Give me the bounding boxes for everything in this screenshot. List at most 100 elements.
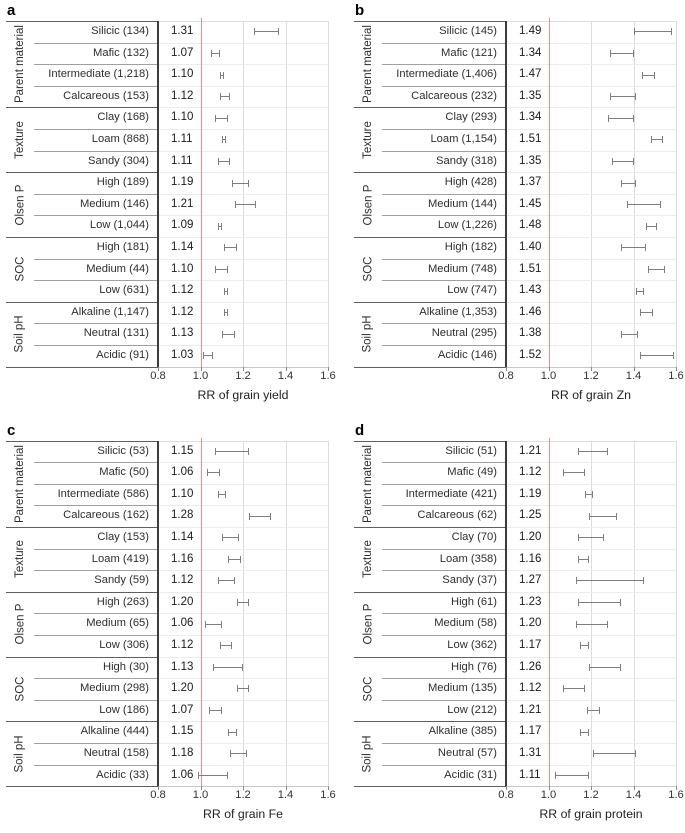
label-area-top-border: [6, 21, 158, 22]
row-line: [506, 85, 676, 87]
error-bar-line: [589, 515, 616, 517]
item-label: Neutral (158): [83, 746, 149, 759]
item-separator-line: [382, 193, 506, 195]
rr-value: 1.13: [171, 327, 194, 340]
rr-value: 1.19: [171, 176, 194, 189]
item-label: Clay (70): [451, 530, 497, 543]
item-label: Loam (868): [91, 133, 149, 145]
item-label: Medium (65): [86, 617, 149, 630]
error-bar: [204, 620, 222, 628]
group-label-text: Texture: [362, 540, 374, 579]
error-bar-line: [235, 204, 255, 206]
panel-letter: d: [355, 421, 365, 439]
error-bar: [642, 71, 655, 79]
error-bar-line: [231, 753, 247, 755]
row-line: [506, 483, 676, 485]
error-bar: [563, 685, 585, 693]
label-plot-divider: [157, 21, 159, 367]
panel-c: c Parent material Silicic (53) 1.15 Mafic (5…: [6, 422, 336, 821]
row-line: [506, 462, 676, 464]
row-line: [158, 85, 328, 87]
error-bar-line: [555, 774, 588, 776]
group-separator-line: [6, 301, 158, 303]
error-bar: [588, 663, 621, 671]
item-label: Intermediate (586): [57, 487, 149, 500]
error-bar: [610, 49, 634, 57]
panel-b: b Parent material Silicic (145) 1.49 Mafic (…: [354, 2, 684, 402]
error-bar: [198, 771, 229, 779]
rr-value: 1.11: [519, 768, 541, 781]
label-area-top-border: [354, 440, 506, 442]
item-separator-line: [382, 699, 506, 701]
item-separator-line: [382, 64, 506, 66]
axis-tick-label: 1.0: [192, 369, 209, 382]
error-bar: [620, 330, 638, 338]
rr-value: 1.31: [171, 25, 194, 37]
error-bar: [580, 642, 589, 650]
error-bar: [213, 663, 243, 671]
rr-value: 1.12: [171, 305, 194, 318]
error-bar-line: [216, 268, 228, 270]
error-bar: [635, 287, 645, 295]
row-line: [158, 258, 328, 260]
row-line: [506, 129, 676, 130]
row-line: [506, 526, 676, 528]
error-bar-line: [212, 52, 219, 54]
item-label: High (30): [102, 660, 149, 673]
error-bar: [223, 309, 229, 317]
row-line: [506, 570, 676, 572]
item-separator-line: [382, 323, 506, 325]
item-separator-line: [34, 215, 158, 217]
item-separator-line: [34, 323, 158, 325]
rr-value: 1.37: [519, 176, 542, 189]
item-label: High (189): [96, 176, 149, 189]
item-separator-line: [382, 570, 506, 572]
error-bar-line: [220, 96, 230, 98]
rr-value: 1.17: [519, 638, 542, 651]
error-bar: [234, 201, 256, 209]
error-bar-line: [649, 268, 665, 270]
item-separator-line: [34, 505, 158, 507]
item-label: High (263): [96, 595, 149, 608]
item-separator-line: [382, 462, 506, 464]
row-line: [158, 150, 328, 152]
error-bar-line: [224, 312, 228, 314]
item-separator-line: [34, 462, 158, 464]
group-separator-line: [6, 526, 158, 528]
row-line: [158, 345, 328, 346]
group-separator-line: [6, 656, 158, 658]
error-bar: [215, 265, 229, 273]
group-label: Parent material: [354, 21, 382, 107]
row-line: [506, 323, 676, 325]
error-bar-line: [229, 731, 236, 733]
group-label-text: SOC: [13, 256, 26, 282]
panel-letter: b: [355, 2, 365, 19]
error-bar-line: [587, 710, 599, 712]
item-separator-line: [382, 345, 506, 346]
item-label: Sandy (304): [88, 154, 149, 167]
group-label-text: Texture: [14, 120, 26, 159]
error-bar-line: [214, 666, 242, 668]
error-bar: [219, 93, 231, 101]
row-line: [158, 42, 328, 44]
item-separator-line: [382, 129, 506, 130]
reference-line: [548, 437, 550, 787]
row-line: [158, 570, 328, 572]
error-bar-line: [220, 74, 223, 76]
group-label: Soil pH: [354, 302, 382, 367]
axis-tick: [676, 366, 677, 371]
item-label: Calcareous (162): [63, 509, 149, 522]
error-bar-line: [640, 355, 673, 357]
axis-tick: [285, 366, 287, 371]
group-label: Olsen P: [6, 592, 34, 657]
rr-value: 1.12: [519, 682, 542, 695]
error-bar: [576, 620, 608, 628]
row-line: [158, 483, 328, 485]
row-line: [506, 280, 676, 282]
error-bar: [217, 157, 231, 165]
group-label: SOC: [354, 237, 382, 302]
rr-value: 1.12: [171, 574, 194, 587]
error-bar-line: [577, 580, 644, 582]
row-line: [158, 193, 328, 195]
reference-line: [548, 18, 550, 367]
